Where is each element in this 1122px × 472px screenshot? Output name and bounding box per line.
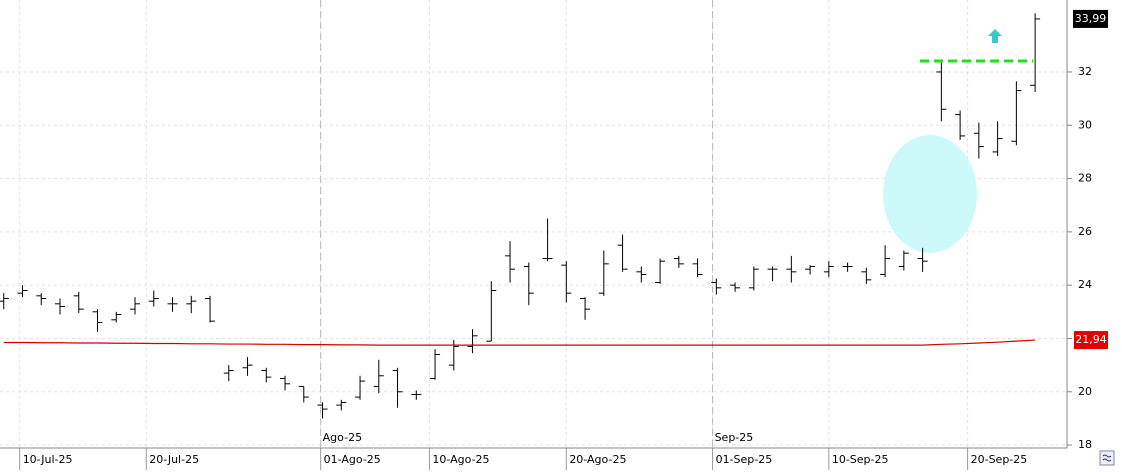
x-tick-label: 10-Sep-25	[832, 453, 889, 466]
y-tick-label: 30	[1078, 118, 1092, 131]
y-tick-label: 32	[1078, 65, 1092, 78]
x-tick-label: 10-Jul-25	[23, 453, 73, 466]
x-tick-label: 20-Sep-25	[971, 453, 1028, 466]
y-tick-label: 28	[1078, 172, 1092, 185]
marks	[0, 13, 1041, 419]
labels: 182022242628303210-Jul-2520-Jul-2501-Ago…	[23, 9, 1108, 466]
price-tag-label: 21,94	[1075, 333, 1107, 346]
x-tick-label: 01-Sep-25	[716, 453, 773, 466]
price-tag-label: 33,99	[1075, 12, 1107, 25]
scale-icon	[1102, 454, 1112, 462]
highlight-ellipse	[883, 135, 977, 253]
y-tick-label: 24	[1078, 278, 1092, 291]
month-label: Ago-25	[323, 431, 362, 444]
x-tick-label: 20-Ago-25	[569, 453, 626, 466]
x-tick-label: 10-Ago-25	[432, 453, 489, 466]
month-label: Sep-25	[715, 431, 754, 444]
x-tick-label: 01-Ago-25	[324, 453, 381, 466]
y-tick-label: 26	[1078, 225, 1092, 238]
up-arrow	[988, 29, 1002, 43]
price-tag	[1073, 9, 1108, 28]
y-tick-label: 20	[1078, 385, 1092, 398]
x-tick-label: 20-Jul-25	[149, 453, 199, 466]
price-tag	[1074, 331, 1108, 350]
moving-average	[3, 339, 1036, 346]
y-tick-label: 18	[1078, 438, 1092, 451]
scale-button[interactable]	[1099, 450, 1115, 466]
